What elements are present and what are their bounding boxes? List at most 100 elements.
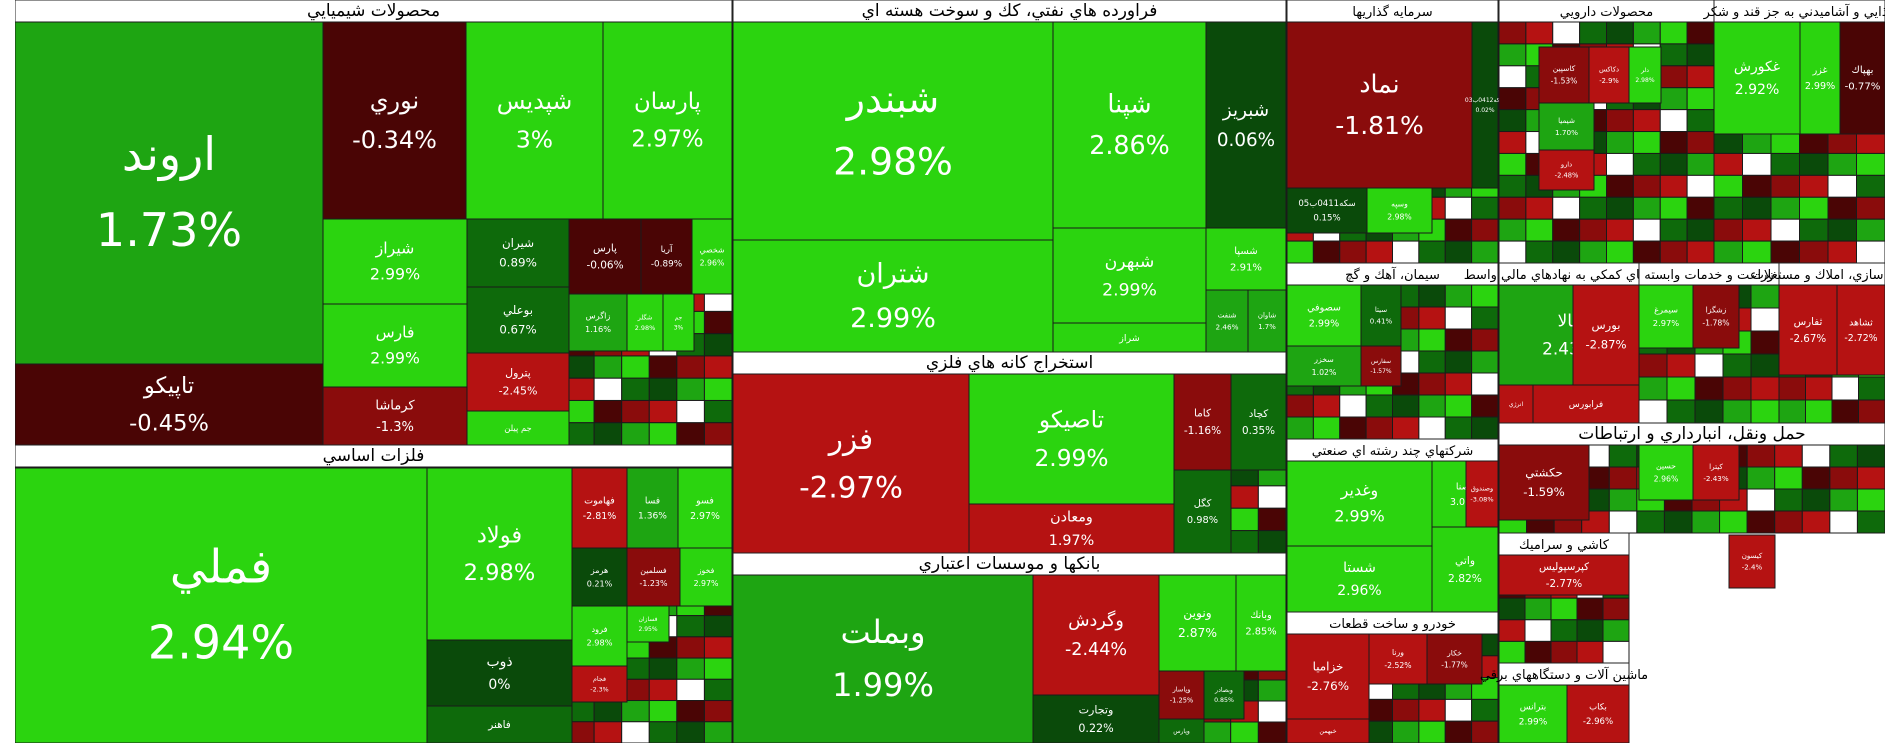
stock-tile[interactable] [1173, 469, 1232, 554]
minor-stock-tile[interactable] [648, 657, 678, 680]
minor-stock-tile[interactable] [1722, 399, 1752, 424]
minor-stock-tile[interactable] [1608, 444, 1638, 468]
stock-cell[interactable]: شبندر 2.98% [732, 21, 1054, 241]
stock-cell[interactable]: وغدير 2.99% [1286, 460, 1433, 547]
stock-cell[interactable]: ورنا -2.52% [1368, 633, 1428, 685]
minor-stock-tile[interactable] [1831, 376, 1859, 401]
stock-cell[interactable]: بكاب -2.96% [1566, 684, 1630, 744]
stock-tile[interactable] [626, 547, 681, 607]
minor-stock-tile[interactable] [1659, 152, 1688, 176]
minor-stock-tile[interactable] [1418, 284, 1446, 308]
minor-stock-tile[interactable] [1230, 721, 1259, 744]
stock-cell[interactable]: شبريز 0.06% [1205, 21, 1287, 229]
minor-stock-tile[interactable] [1312, 394, 1341, 418]
minor-stock-tile[interactable] [1606, 109, 1634, 133]
minor-stock-tile[interactable] [1799, 152, 1829, 176]
stock-cell[interactable]: وپاسار -1.25% [1158, 670, 1205, 720]
minor-stock-tile[interactable] [1365, 416, 1393, 440]
stock-tile[interactable] [571, 665, 628, 703]
minor-stock-tile[interactable] [1686, 174, 1715, 198]
stock-cell[interactable]: كيسون -2.4% [1728, 534, 1776, 589]
minor-stock-tile[interactable] [1418, 416, 1446, 440]
minor-stock-tile[interactable] [1444, 284, 1473, 308]
stock-cell[interactable]: شتران 2.99% [732, 239, 1054, 353]
minor-stock-tile[interactable] [1550, 619, 1578, 642]
minor-stock-tile[interactable] [1498, 174, 1527, 198]
minor-stock-tile[interactable] [1392, 720, 1420, 744]
stock-cell[interactable]: شسپا 2.91% [1205, 227, 1287, 291]
stock-tile[interactable] [1836, 284, 1886, 376]
minor-stock-tile[interactable] [1659, 174, 1688, 198]
minor-stock-tile[interactable] [1801, 488, 1831, 512]
minor-stock-tile[interactable] [1686, 152, 1715, 176]
stock-cell[interactable]: فاهنر [426, 705, 573, 744]
stock-cell[interactable]: شپديس 3% [465, 21, 604, 220]
minor-stock-tile[interactable] [1799, 131, 1829, 154]
stock-tile[interactable] [1498, 384, 1534, 424]
minor-stock-tile[interactable] [1552, 218, 1581, 242]
minor-stock-tile[interactable] [1418, 240, 1446, 264]
stock-cell[interactable]: هرمز 0.21% [571, 547, 628, 607]
minor-stock-tile[interactable] [1659, 43, 1688, 67]
minor-stock-tile[interactable] [703, 422, 733, 446]
stock-tile[interactable] [1360, 345, 1402, 387]
stock-tile[interactable] [1465, 460, 1499, 528]
stock-tile[interactable] [571, 467, 628, 549]
minor-stock-tile[interactable] [1418, 720, 1446, 744]
minor-stock-tile[interactable] [1525, 21, 1554, 45]
minor-stock-tile[interactable] [1312, 416, 1341, 440]
stock-cell[interactable]: بورس -2.87% [1572, 284, 1640, 386]
minor-stock-tile[interactable] [1444, 372, 1473, 396]
stock-cell[interactable]: فجام -2.3% [571, 665, 628, 703]
stock-cell[interactable]: فرابورس [1532, 384, 1640, 424]
stock-cell[interactable]: دارو -2.48% [1538, 149, 1595, 191]
stock-cell[interactable]: وسپه 2.98% [1366, 187, 1433, 234]
minor-stock-tile[interactable] [1742, 218, 1772, 242]
stock-tile[interactable] [1360, 284, 1402, 347]
minor-stock-tile[interactable] [1525, 196, 1554, 220]
stock-tile[interactable] [322, 386, 468, 446]
stock-cell[interactable]: دلر 2.98% [1628, 46, 1662, 104]
stock-tile[interactable] [679, 547, 733, 607]
minor-stock-tile[interactable] [621, 422, 650, 446]
stock-cell[interactable]: فسازان 2.95% [626, 605, 670, 643]
stock-cell[interactable]: حسين 2.96% [1638, 444, 1694, 501]
stock-tile[interactable] [1498, 554, 1630, 596]
minor-stock-tile[interactable] [1686, 218, 1715, 242]
minor-stock-tile[interactable] [703, 657, 733, 680]
minor-stock-tile[interactable] [1638, 376, 1668, 401]
stock-tile[interactable] [466, 410, 570, 446]
minor-stock-tile[interactable] [648, 422, 678, 446]
minor-stock-tile[interactable] [1498, 640, 1526, 664]
minor-stock-tile[interactable] [1230, 507, 1259, 532]
stock-tile[interactable] [1566, 684, 1630, 744]
minor-stock-tile[interactable] [1444, 394, 1473, 418]
stock-tile[interactable] [466, 286, 570, 354]
stock-tile[interactable] [1286, 718, 1370, 744]
stock-tile[interactable] [1538, 149, 1595, 191]
minor-stock-tile[interactable] [1659, 240, 1688, 264]
minor-stock-tile[interactable] [1365, 698, 1393, 722]
minor-stock-tile[interactable] [703, 310, 733, 335]
minor-stock-tile[interactable] [1444, 196, 1473, 220]
stock-tile[interactable] [426, 467, 573, 641]
minor-stock-tile[interactable] [1471, 416, 1499, 440]
minor-stock-tile[interactable] [1498, 218, 1527, 242]
minor-stock-tile[interactable] [1659, 21, 1688, 45]
minor-stock-tile[interactable] [1602, 640, 1630, 664]
minor-stock-tile[interactable] [1444, 720, 1473, 744]
stock-tile[interactable] [1471, 21, 1499, 189]
minor-stock-tile[interactable] [1365, 720, 1393, 744]
minor-stock-tile[interactable] [1638, 399, 1668, 424]
minor-stock-tile[interactable] [1770, 174, 1800, 198]
minor-stock-tile[interactable] [1498, 597, 1526, 621]
minor-stock-tile[interactable] [1856, 240, 1886, 264]
minor-stock-tile[interactable] [1365, 394, 1393, 418]
minor-stock-tile[interactable] [1471, 218, 1499, 242]
minor-stock-tile[interactable] [1498, 65, 1527, 89]
stock-cell[interactable]: سكه0412ب03 0.02% [1465, 21, 1505, 189]
minor-stock-tile[interactable] [1471, 284, 1499, 308]
stock-cell[interactable]: زاگرس 1.16% [568, 293, 628, 352]
minor-stock-tile[interactable] [1774, 510, 1803, 534]
stock-cell[interactable]: ونوين 2.87% [1158, 574, 1237, 672]
